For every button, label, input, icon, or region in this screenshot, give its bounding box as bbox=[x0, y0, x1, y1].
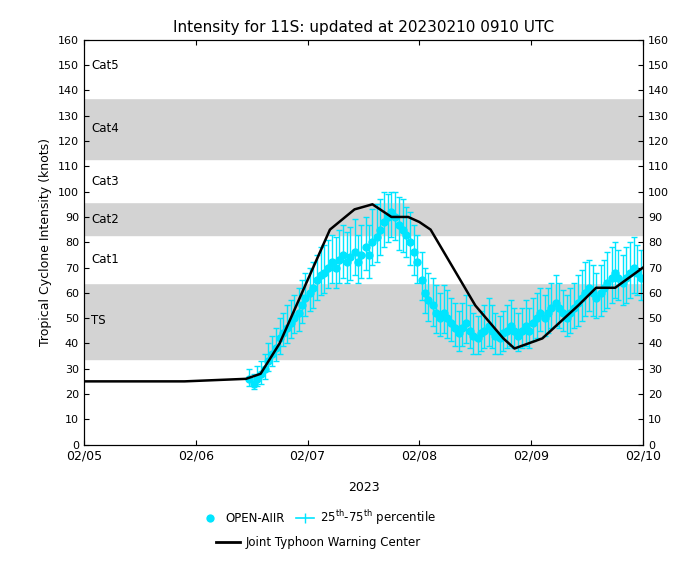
Text: TS: TS bbox=[91, 314, 106, 327]
Text: Cat1: Cat1 bbox=[91, 254, 119, 266]
Text: Cat5: Cat5 bbox=[91, 59, 119, 72]
Y-axis label: Tropical Cyclone Intensity (knots): Tropical Cyclone Intensity (knots) bbox=[39, 139, 52, 346]
Bar bbox=[84, 98, 643, 159]
Bar bbox=[84, 202, 643, 235]
Bar bbox=[84, 283, 643, 359]
Bar bbox=[84, 235, 643, 283]
Text: Cat4: Cat4 bbox=[91, 122, 119, 135]
Title: Intensity for 11S: updated at 20230210 0910 UTC: Intensity for 11S: updated at 20230210 0… bbox=[173, 19, 554, 35]
Text: Cat3: Cat3 bbox=[91, 175, 119, 188]
Bar bbox=[84, 159, 643, 202]
Bar bbox=[84, 40, 643, 98]
Legend: Joint Typhoon Warning Center: Joint Typhoon Warning Center bbox=[212, 531, 426, 554]
Text: Cat2: Cat2 bbox=[91, 213, 119, 226]
Text: 2023: 2023 bbox=[347, 481, 380, 494]
